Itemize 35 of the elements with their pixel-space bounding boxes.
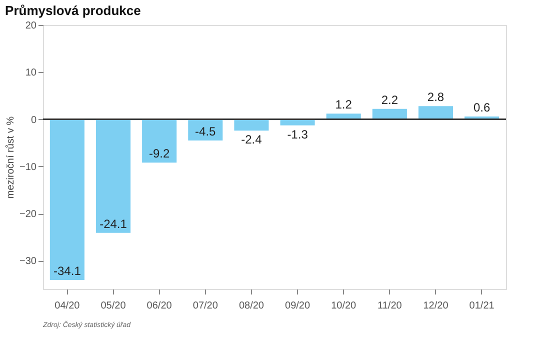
x-tick-label: 05/20 bbox=[100, 300, 126, 312]
y-tick-label: −20 bbox=[20, 209, 37, 220]
x-tick-label: 08/20 bbox=[238, 300, 264, 312]
data-label: -9.2 bbox=[148, 146, 170, 161]
chart-title: Průmyslová produkce bbox=[5, 3, 141, 18]
data-label: 2.2 bbox=[381, 92, 398, 107]
y-tick-label: 0 bbox=[30, 114, 37, 126]
bar bbox=[372, 108, 407, 120]
data-label: 2.8 bbox=[427, 90, 444, 104]
bar bbox=[142, 119, 177, 163]
bar bbox=[96, 119, 131, 233]
data-label: -4.5 bbox=[195, 124, 216, 138]
data-label: -34.1 bbox=[54, 264, 82, 278]
data-label: -24.1 bbox=[100, 216, 128, 231]
x-tick-label: 04/20 bbox=[54, 300, 80, 312]
x-tick-label: 10/20 bbox=[331, 300, 357, 312]
y-tick-label: 10 bbox=[25, 68, 37, 79]
y-tick-label: −30 bbox=[20, 256, 37, 268]
x-tick-label: 07/20 bbox=[192, 300, 218, 312]
y-tick-label: 20 bbox=[25, 20, 37, 32]
y-tick-label: −10 bbox=[20, 162, 37, 173]
bar bbox=[234, 119, 269, 131]
bar bbox=[418, 106, 454, 120]
x-tick-label: 12/20 bbox=[423, 300, 449, 312]
bar bbox=[50, 119, 84, 280]
x-tick-label: 11/20 bbox=[378, 300, 402, 312]
data-label: 0.6 bbox=[473, 100, 490, 114]
x-tick-label: 06/20 bbox=[146, 300, 172, 312]
x-tick-label: 09/20 bbox=[285, 300, 310, 312]
bar bbox=[326, 114, 361, 120]
y-axis-title: meziroční růst v % bbox=[4, 116, 17, 199]
x-tick-label: 01/21 bbox=[469, 300, 495, 312]
data-label: -1.3 bbox=[287, 127, 308, 142]
data-label: -2.4 bbox=[241, 132, 262, 147]
data-label: 1.2 bbox=[335, 98, 352, 112]
